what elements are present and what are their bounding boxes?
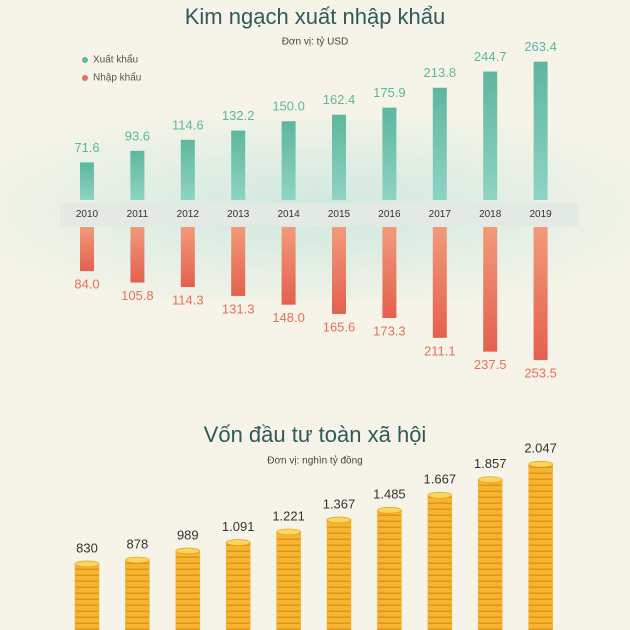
value-label: 1.667 — [424, 472, 457, 487]
coin-stack — [74, 563, 100, 630]
coin-stack — [276, 531, 301, 630]
coin-top — [276, 528, 301, 536]
legend-swatch — [82, 57, 88, 63]
value-label: 114.6 — [172, 117, 204, 132]
coin-top — [427, 492, 453, 499]
bar — [180, 139, 195, 200]
bar — [432, 227, 447, 338]
value-label: 150.0 — [272, 99, 305, 114]
bar — [80, 227, 94, 272]
bar — [382, 227, 397, 318]
bar — [281, 121, 296, 200]
bar — [432, 87, 447, 200]
value-label: 1.367 — [323, 496, 356, 511]
bar — [533, 61, 548, 201]
x-tick-label: 2017 — [429, 209, 452, 220]
value-label: 1.221 — [272, 508, 305, 523]
coin-stack — [326, 519, 352, 630]
chart-title: Kim ngạch xuất nhập khẩu — [185, 4, 446, 29]
value-label: 84.0 — [74, 277, 99, 292]
x-tick-label: 2014 — [277, 209, 300, 220]
value-label: 213.8 — [424, 65, 457, 80]
value-label: 165.6 — [323, 319, 356, 334]
value-label: 175.9 — [373, 85, 406, 100]
x-tick-label: 2012 — [177, 209, 200, 220]
coin-top — [125, 556, 150, 564]
chart-title: Vốn đầu tư toàn xã hội — [204, 422, 427, 447]
coin-stack — [528, 463, 553, 630]
chart-subtitle: Đơn vị: nghìn tỷ đồng — [267, 455, 363, 467]
bar — [533, 227, 548, 361]
value-label: 162.4 — [323, 92, 356, 107]
coin-top — [528, 460, 553, 468]
bar — [332, 227, 346, 314]
coin-top — [74, 560, 100, 568]
value-label: 131.3 — [222, 301, 255, 316]
value-label: 132.2 — [222, 108, 255, 123]
legend-label: Nhập khẩu — [93, 72, 141, 84]
coin-top — [225, 539, 251, 546]
x-tick-label: 2018 — [479, 209, 502, 220]
coin-top — [377, 506, 402, 514]
bar — [281, 227, 296, 305]
coin-stack — [377, 509, 402, 630]
coin-top — [326, 516, 352, 524]
bar — [231, 227, 246, 296]
value-label: 173.3 — [373, 323, 406, 338]
value-label: 148.0 — [272, 310, 305, 325]
x-tick-label: 2019 — [529, 209, 552, 220]
value-label: 989 — [177, 527, 199, 542]
x-tick-label: 2013 — [227, 209, 250, 220]
value-label: 253.5 — [524, 366, 557, 381]
legend-label: Xuất khẩu — [93, 54, 138, 66]
coin-top — [175, 547, 201, 555]
x-tick-label: 2015 — [328, 209, 351, 220]
x-tick-label: 2011 — [127, 209, 149, 220]
bar — [483, 227, 498, 352]
value-label: 105.8 — [121, 288, 154, 303]
coin-top — [477, 476, 503, 484]
value-label: 263.4 — [524, 39, 557, 54]
bar — [483, 71, 498, 200]
value-label: 93.6 — [125, 128, 150, 143]
value-label: 114.3 — [172, 292, 204, 307]
bar — [231, 130, 246, 200]
bar — [382, 107, 397, 200]
value-label: 1.485 — [373, 487, 406, 502]
value-label: 237.5 — [474, 357, 507, 372]
x-tick-label: 2010 — [76, 209, 99, 220]
value-label: 71.6 — [74, 140, 99, 155]
value-label: 830 — [76, 540, 98, 555]
coin-stack — [427, 495, 453, 630]
bar — [130, 150, 145, 200]
bar — [332, 114, 346, 200]
value-label: 878 — [127, 536, 149, 551]
coin-stack — [125, 559, 150, 630]
value-label: 211.1 — [424, 343, 456, 358]
value-label: 1.857 — [474, 456, 507, 471]
value-label: 244.7 — [474, 49, 507, 64]
chart-subtitle: Đơn vị: tỷ USD — [282, 36, 349, 48]
legend-swatch — [82, 75, 88, 81]
bar — [180, 227, 195, 288]
bar — [130, 227, 145, 283]
coin-stack — [175, 550, 201, 630]
value-label: 1.091 — [222, 519, 255, 534]
coin-stack — [477, 479, 503, 630]
value-label: 2.047 — [524, 441, 557, 456]
coin-stack — [225, 542, 251, 630]
x-tick-label: 2016 — [378, 209, 401, 220]
bar — [80, 162, 94, 200]
axis-band — [60, 203, 578, 226]
